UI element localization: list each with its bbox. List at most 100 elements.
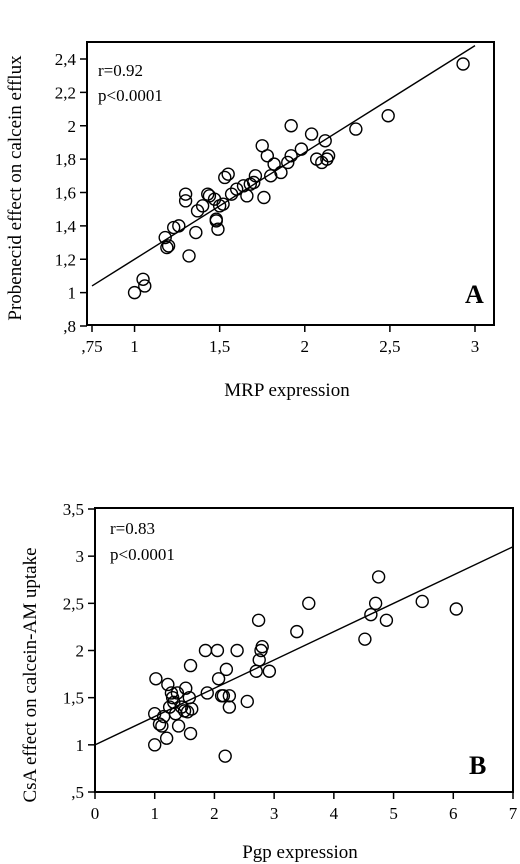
data-point (138, 279, 152, 293)
y-tick-label: 2,4 (55, 50, 77, 69)
y-tick-label: ,8 (63, 317, 76, 336)
data-point (415, 594, 429, 609)
data-point (210, 643, 225, 658)
y-tick-label: ,5 (71, 783, 84, 802)
x-tick-label: 4 (330, 804, 339, 823)
data-point (201, 187, 215, 201)
data-point (321, 149, 336, 163)
panel-b-y-axis-label: CsA effect on calcein-AM uptake (20, 547, 41, 802)
data-point (290, 624, 304, 639)
y-tick-label: 2,2 (55, 83, 76, 102)
y-tick-label: 1,6 (55, 184, 76, 203)
data-point (185, 702, 199, 716)
data-point (178, 187, 193, 201)
data-point (155, 719, 169, 733)
data-point (247, 175, 261, 190)
panel-b-ticks: 0 1 2 3 4 5 6 7 ,5 1 1,5 2 2,5 3 3,5 (63, 500, 518, 823)
data-point (302, 596, 316, 611)
data-point (262, 664, 277, 678)
data-point (318, 134, 332, 148)
data-point (218, 170, 232, 185)
data-point (230, 643, 244, 658)
data-point (216, 689, 231, 703)
data-point (284, 119, 298, 133)
x-tick-label: 3 (270, 804, 279, 823)
data-point (211, 222, 225, 236)
panel-a-data-points (127, 57, 470, 300)
panel-a-x-axis-label: MRP expression (224, 380, 350, 401)
data-point (171, 719, 186, 733)
data-point (152, 717, 167, 731)
x-tick-label: 0 (91, 804, 100, 823)
data-point (251, 613, 266, 628)
data-point (449, 602, 463, 616)
data-point (284, 149, 298, 163)
data-point (371, 570, 386, 584)
data-point (148, 738, 162, 752)
data-point (381, 109, 395, 123)
y-tick-label: 3 (76, 547, 85, 566)
x-tick-label: 2,5 (379, 337, 400, 356)
data-point (158, 230, 172, 245)
data-point (160, 240, 174, 255)
data-point (358, 632, 372, 646)
panel-a-plot-frame (86, 41, 495, 326)
data-point (224, 187, 239, 201)
y-tick-label: 1,8 (55, 150, 76, 169)
data-point (379, 613, 394, 628)
data-point (281, 155, 295, 170)
panel-b-p-value: p<0.0001 (110, 545, 175, 564)
data-point (240, 189, 254, 203)
x-tick-label: ,75 (81, 337, 102, 356)
panel-a-ticks: ,75 1 1,5 2 2,5 3 ,8 1 1,2 1,4 1,6 1,8 2 2,2 2,4 (55, 50, 480, 356)
data-point (136, 272, 150, 286)
panel-b-r-value: r=0.83 (110, 519, 155, 538)
panel-a-label: A (465, 280, 484, 309)
data-point (456, 57, 470, 71)
x-tick-label: 1,5 (209, 337, 230, 356)
data-point (183, 726, 198, 741)
x-tick-label: 7 (509, 804, 518, 823)
data-point (368, 596, 383, 611)
x-tick-label: 2 (210, 804, 219, 823)
x-tick-label: 1 (150, 804, 159, 823)
data-point (260, 149, 275, 163)
y-tick-label: 2 (76, 642, 85, 661)
data-point (255, 640, 269, 654)
data-point (216, 197, 230, 211)
data-point (274, 165, 288, 180)
x-tick-label: 1 (130, 337, 139, 356)
data-point (200, 686, 214, 700)
data-point (161, 677, 175, 692)
data-point (189, 225, 203, 240)
data-point (195, 199, 210, 213)
panel-a-y-axis-label: Probenecid effect on calcein efflux (5, 55, 26, 321)
data-point (209, 212, 223, 226)
x-tick-label: 3 (471, 337, 480, 356)
panel-a-r-value: r=0.92 (98, 61, 143, 80)
data-point (159, 731, 174, 745)
data-point (219, 662, 234, 677)
data-point (190, 204, 205, 218)
data-point (170, 686, 185, 700)
data-point (364, 607, 378, 622)
y-tick-label: 1 (76, 736, 85, 755)
data-point (221, 167, 235, 181)
y-tick-label: 1,2 (55, 250, 76, 269)
panel-b-x-axis-label: Pgp expression (242, 842, 358, 863)
panel-a-p-value: p<0.0001 (98, 86, 163, 105)
data-point (252, 653, 266, 667)
data-point (179, 681, 193, 695)
data-point (183, 658, 198, 673)
panel-a-chart: ,75 1 1,5 2 2,5 3 ,8 1 1,2 1,4 1,6 1,8 2 2,2 2,4 r=0.9… (5, 41, 495, 401)
x-tick-label: 5 (389, 804, 398, 823)
data-point (165, 690, 180, 705)
y-tick-label: 1 (68, 284, 77, 303)
data-point (257, 190, 271, 205)
data-point (164, 686, 179, 700)
data-point (127, 285, 142, 300)
data-point (229, 182, 244, 196)
y-tick-label: 3,5 (63, 500, 84, 519)
data-point (218, 749, 232, 763)
